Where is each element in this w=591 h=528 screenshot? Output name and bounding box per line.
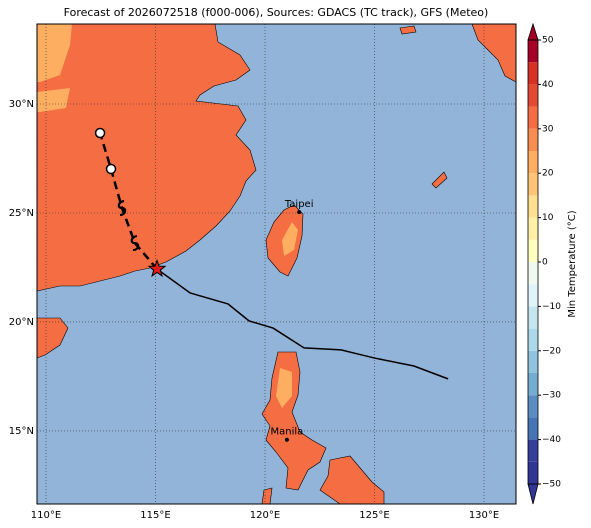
lon-tick-label: 120°E <box>250 510 280 521</box>
china-land <box>36 23 257 292</box>
city-dot <box>297 210 302 215</box>
colorbar-band <box>528 217 538 240</box>
lat-tick-label: 25°N <box>9 208 34 219</box>
city-label: Taipei <box>284 199 314 210</box>
colorbar-tick-label: 30 <box>542 124 554 134</box>
colorbar-band <box>528 417 538 440</box>
island <box>431 171 448 189</box>
colorbar-tick-label: −40 <box>542 435 561 445</box>
colorbar-band <box>528 106 538 129</box>
colorbar-band <box>528 151 538 174</box>
colorbar-band <box>528 395 538 418</box>
colorbar: −50 −40 −30 −20 −10 0 10 20 30 40 50 <box>527 22 561 505</box>
lat-tick-label: 15°N <box>9 426 34 437</box>
colorbar-band <box>528 62 538 85</box>
city-dot <box>284 437 289 442</box>
colorbar-band <box>528 84 538 107</box>
colorbar-band <box>528 461 538 484</box>
colorbar-tick-label: 20 <box>542 169 554 179</box>
colorbar-band <box>528 284 538 307</box>
colorbar-tick-label: −20 <box>542 346 561 356</box>
warm-patch <box>282 222 298 256</box>
colorbar-band <box>528 439 538 462</box>
graticule <box>37 24 516 504</box>
colorbar-band <box>528 173 538 196</box>
lon-tick-label: 130°E <box>469 510 499 521</box>
colorbar-band <box>528 328 538 351</box>
colorbar-tick-label: 10 <box>542 213 554 223</box>
colorbar-tick-label: 40 <box>542 80 554 90</box>
colorbar-tick-label: −10 <box>542 302 561 312</box>
colorbar-band <box>528 262 538 285</box>
lat-tick-label: 20°N <box>9 317 34 328</box>
lon-tick-label: 115°E <box>140 510 170 521</box>
map-frame <box>36 23 517 505</box>
colorbar-tick-label: 0 <box>542 258 548 268</box>
map-area: Taipei Manila <box>36 23 517 505</box>
forecast-point <box>105 163 117 175</box>
tracks: Taipei Manila <box>94 127 449 442</box>
colorbar-band <box>528 306 538 329</box>
lat-tick-label: 30°N <box>9 99 34 110</box>
colorbar-tick-label: 50 <box>542 36 554 46</box>
current-position <box>147 259 167 278</box>
warm-patch <box>276 368 292 408</box>
lon-tick-label: 110°E <box>31 510 61 521</box>
colorbar-label: Min Temperature (°C) <box>567 210 578 317</box>
forecast-point <box>94 127 106 139</box>
colorbar-tick-label: −50 <box>542 480 561 490</box>
island <box>399 25 417 35</box>
colorbar-tick-label: −30 <box>542 391 561 401</box>
colorbar-band <box>528 128 538 151</box>
city-label: Manila <box>271 427 304 438</box>
colorbar-band <box>528 195 538 218</box>
map-title: Forecast of 2026072518 (f000-006), Sourc… <box>64 6 489 19</box>
colorbar-extend-bottom <box>527 483 539 505</box>
cyclone-symbol <box>130 234 140 252</box>
colorbar-band <box>528 239 538 262</box>
lon-tick-label: 125°E <box>359 510 389 521</box>
colorbar-band <box>528 40 538 63</box>
colorbar-extend-top <box>527 22 539 41</box>
colorbar-band <box>528 373 538 396</box>
observed-track <box>156 268 449 380</box>
cyclone-symbol <box>117 199 127 217</box>
colorbar-band <box>528 350 538 373</box>
warm-patch <box>37 24 72 82</box>
warm-patch <box>37 88 70 112</box>
